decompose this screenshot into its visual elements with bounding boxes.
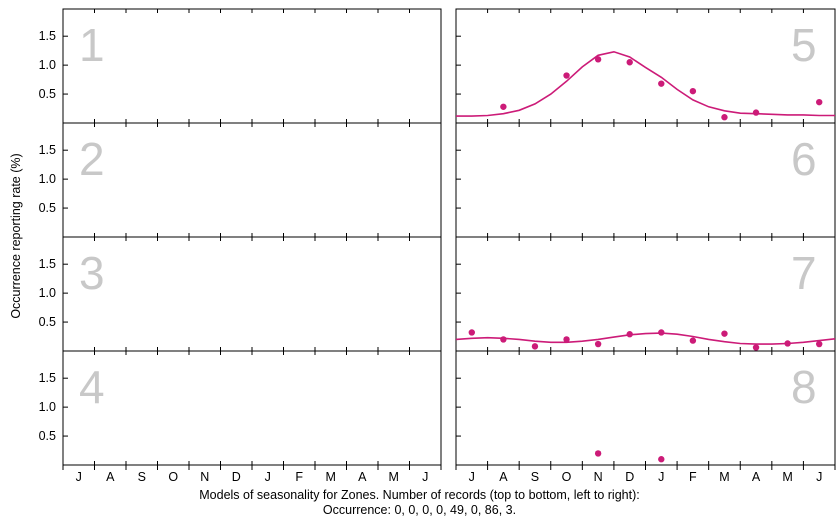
x-tick-label: J (816, 470, 822, 484)
x-tick-label: M (782, 470, 792, 484)
data-point (626, 331, 633, 338)
x-tick-label: D (625, 470, 634, 484)
x-tick-label: F (689, 470, 697, 484)
y-tick-label: 1.0 (39, 172, 56, 186)
x-tick-label: M (389, 470, 399, 484)
data-point (689, 87, 697, 95)
panel-frame (455, 350, 836, 466)
panel-frame (62, 8, 442, 124)
data-point (689, 337, 697, 344)
x-tick-label: N (594, 470, 603, 484)
data-point (784, 340, 791, 347)
x-tick-label: J (76, 470, 82, 484)
data-point (563, 336, 570, 343)
y-axis-label: Occurrence reporting rate (%) (9, 153, 23, 318)
panel-number: 7 (791, 247, 817, 299)
data-point (594, 340, 602, 348)
y-tick-label: 1.0 (39, 58, 56, 72)
data-point (658, 80, 665, 87)
y-tick-label: 1.0 (39, 286, 56, 300)
y-tick-label: 0.5 (39, 429, 56, 443)
panel-number: 3 (79, 247, 105, 299)
data-point (531, 343, 539, 350)
x-tick-label: A (358, 470, 367, 484)
panel-4: 4 0.5 1.0 1.5 J A S O N D J F M A M J (39, 350, 442, 484)
x-tick-label: M (719, 470, 729, 484)
caption-line-1: Models of seasonality for Zones. Number … (199, 488, 640, 502)
data-point (816, 98, 823, 106)
y-tick-label: 1.5 (39, 371, 56, 385)
y-tick-label: 0.5 (39, 315, 56, 329)
data-point (752, 344, 760, 351)
x-tick-label: O (562, 470, 572, 484)
x-tick-label: A (499, 470, 508, 484)
panel-frame (455, 8, 836, 124)
data-point (626, 59, 633, 66)
data-point (721, 114, 728, 121)
data-point (752, 109, 760, 116)
y-tick-label: 1.5 (39, 29, 56, 43)
panel-8: 8 J A S O N D J F M A M J (455, 350, 836, 484)
data-point (500, 336, 507, 343)
model-curve (456, 50, 835, 117)
model-curve (455, 332, 836, 345)
panels-layer: 1 0.5 1.0 1.5 2 0.5 1.0 1.5 3 0.5 1.0 1.5 4 0.5 1.0 1.5… (39, 8, 836, 484)
data-point (816, 340, 823, 348)
y-tick-label: 0.5 (39, 201, 56, 215)
panel-1: 1 0.5 1.0 1.5 (39, 8, 442, 124)
data-point (658, 329, 665, 336)
x-tick-label: J (469, 470, 475, 484)
panel-3: 3 0.5 1.0 1.5 (39, 236, 442, 352)
x-tick-label: J (265, 470, 271, 484)
panel-frame (62, 350, 442, 466)
panel-number: 2 (79, 133, 105, 185)
x-tick-label: N (200, 470, 209, 484)
x-tick-label: M (326, 470, 336, 484)
caption-line-2: Occurrence: 0, 0, 0, 0, 49, 0, 86, 3. (322, 503, 517, 517)
y-tick-label: 1.5 (39, 257, 56, 271)
panel-number: 4 (79, 361, 105, 413)
data-point (658, 456, 665, 463)
y-tick-label: 1.0 (39, 400, 56, 414)
y-tick-label: 1.5 (39, 143, 56, 157)
x-tick-label: F (295, 470, 303, 484)
data-point (563, 72, 570, 79)
panel-number: 8 (791, 361, 817, 413)
x-tick-label: O (168, 470, 178, 484)
panel-frame (62, 236, 442, 352)
panel-5: 5 (455, 8, 836, 124)
panel-frame (455, 122, 836, 238)
x-tick-label: D (232, 470, 241, 484)
x-tick-label: A (106, 470, 115, 484)
x-tick-label: S (138, 470, 146, 484)
panel-number: 1 (79, 19, 105, 71)
panel-number: 6 (791, 133, 817, 185)
panel-frame (62, 122, 442, 238)
data-point (594, 56, 602, 63)
data-point (500, 103, 507, 110)
data-point (721, 330, 728, 337)
x-tick-label: S (531, 470, 539, 484)
x-tick-label: J (422, 470, 428, 484)
panel-7: 7 (455, 236, 836, 352)
panel-number: 5 (791, 19, 817, 71)
x-tick-label: J (658, 470, 664, 484)
x-tick-label: A (752, 470, 761, 484)
panel-2: 2 0.5 1.0 1.5 (39, 122, 442, 238)
data-point (594, 450, 602, 457)
y-tick-label: 0.5 (39, 87, 56, 101)
data-point (468, 329, 475, 336)
panel-6: 6 (455, 122, 836, 238)
